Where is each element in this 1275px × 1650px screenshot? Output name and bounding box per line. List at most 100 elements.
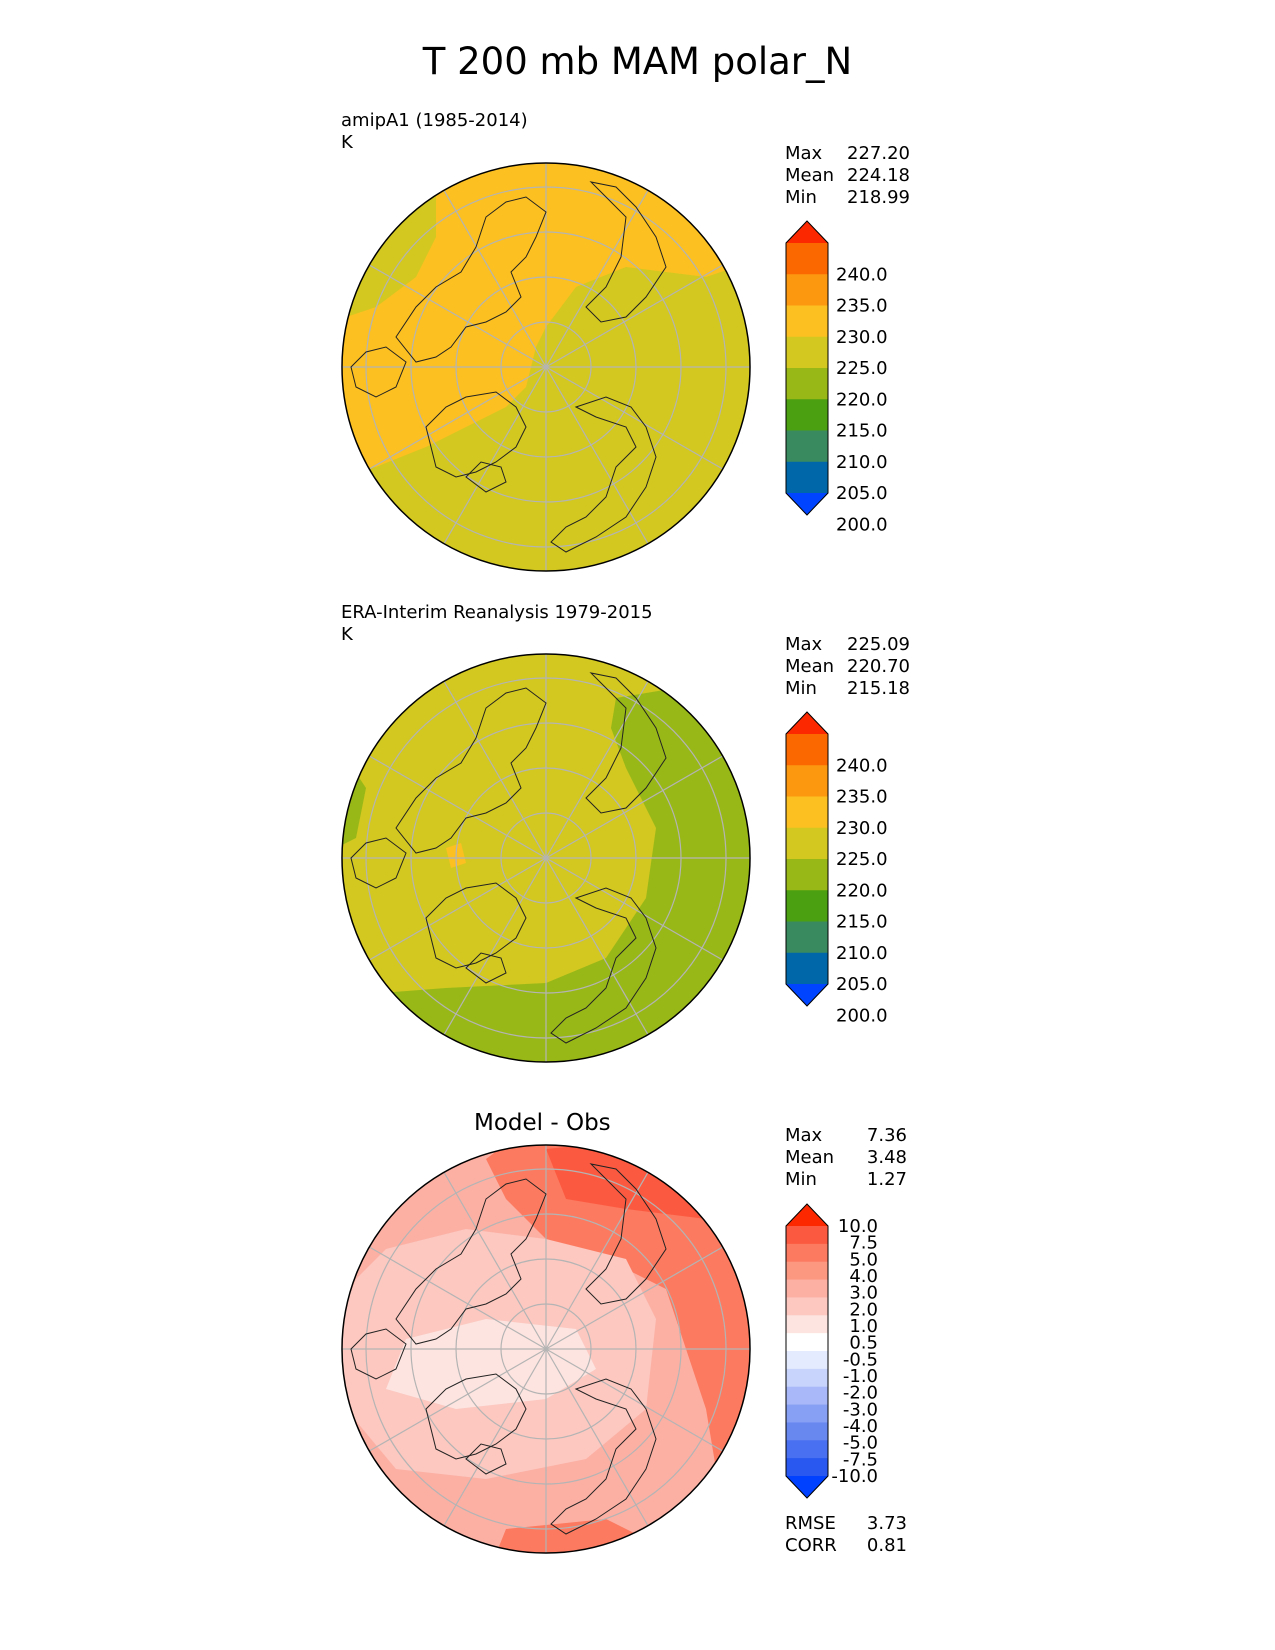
coastline bbox=[465, 461, 507, 493]
colorbar-tick-label: 225.0 bbox=[836, 849, 888, 870]
colorbar-tick-label: 215.0 bbox=[836, 912, 888, 933]
colorbar-bin bbox=[786, 921, 828, 954]
coastline bbox=[395, 1178, 547, 1345]
longitude-line bbox=[545, 366, 723, 470]
colorbar-bin bbox=[786, 243, 828, 275]
colorbar-bin bbox=[786, 1422, 828, 1441]
colorbar-tick-label: 240.0 bbox=[836, 755, 888, 776]
coastline bbox=[350, 837, 407, 889]
stat-label: Min bbox=[785, 1169, 817, 1190]
longitude-line bbox=[443, 681, 547, 859]
colorbar-bin bbox=[786, 1386, 828, 1406]
stat-value: 7.36 bbox=[866, 1125, 907, 1146]
colorbar-tick-label: 220.0 bbox=[836, 389, 888, 410]
longitude-line bbox=[443, 366, 547, 544]
coastline bbox=[465, 1443, 507, 1475]
longitude-line bbox=[545, 1348, 649, 1526]
panel-obs-stats: Max 225.09 Mean 220.70 Min 215.18 bbox=[785, 634, 910, 700]
colorbar-bin bbox=[786, 461, 828, 494]
colorbar-bin bbox=[786, 765, 828, 797]
coastline bbox=[465, 952, 507, 984]
coastline bbox=[425, 1373, 527, 1460]
colorbar-tick-label: -4.0 bbox=[843, 1416, 878, 1437]
stat-value: 215.18 bbox=[847, 678, 910, 699]
colorbar-bin bbox=[786, 368, 828, 400]
colorbar-bin bbox=[786, 1368, 828, 1388]
colorbar-tick-label: 205.0 bbox=[836, 483, 888, 504]
map-diff-border bbox=[341, 1144, 751, 1554]
longitude-line bbox=[369, 857, 547, 961]
colorbar-tick-label: 200.0 bbox=[836, 514, 888, 535]
stat-value: 224.18 bbox=[847, 165, 910, 186]
stat-value: 3.48 bbox=[866, 1147, 907, 1168]
colorbar-tick-label: -5.0 bbox=[843, 1433, 878, 1454]
stat-label: Min bbox=[785, 678, 817, 699]
colorbar-tick-label: 5.0 bbox=[849, 1249, 878, 1270]
colorbar-tick-label: 210.0 bbox=[836, 452, 888, 473]
panel-obs-units: K bbox=[341, 624, 353, 645]
field-peak-band bbox=[546, 1145, 726, 1219]
colorbar-tick-label: 230.0 bbox=[836, 327, 888, 348]
colorbar-bin bbox=[786, 1458, 828, 1477]
longitude-line bbox=[443, 1348, 547, 1526]
longitude-line bbox=[545, 1348, 723, 1452]
colorbar-bin bbox=[786, 1243, 828, 1263]
coastline bbox=[585, 181, 667, 323]
coastline bbox=[585, 672, 667, 814]
colorbar-bin bbox=[786, 890, 828, 922]
colorbar-bin bbox=[786, 274, 828, 306]
stat-label: RMSE bbox=[785, 1513, 836, 1534]
panel-obs-title-line1: ERA-Interim Reanalysis 1979-2015 bbox=[341, 602, 653, 623]
stat-value: 220.70 bbox=[847, 656, 910, 677]
panel-diff-title: Model - Obs bbox=[474, 1110, 611, 1136]
colorbar-tick-label: 1.0 bbox=[849, 1316, 878, 1337]
colorbar-outline bbox=[785, 220, 829, 516]
longitude-line bbox=[369, 755, 547, 859]
coastline bbox=[350, 1328, 407, 1380]
colorbar-outline bbox=[785, 711, 829, 1007]
colorbar-bin bbox=[786, 305, 828, 338]
longitude-line bbox=[545, 1246, 723, 1350]
longitude-line bbox=[545, 857, 649, 1035]
panel-model-units: K bbox=[341, 132, 353, 153]
colorbar-bin bbox=[786, 1333, 828, 1352]
colorbar-obs: 240.0 235.0 230.0 225.0 220.0 215.0 210.0 205.0… bbox=[785, 711, 888, 1026]
colorbar-tick-label: 2.0 bbox=[849, 1299, 878, 1320]
longitude-line bbox=[545, 681, 649, 859]
stat-value: 0.81 bbox=[866, 1535, 907, 1556]
colorbar-extend-top bbox=[786, 1204, 828, 1226]
colorbar-bin bbox=[786, 336, 828, 369]
longitude-line bbox=[369, 366, 547, 470]
stat-label: Mean bbox=[785, 1147, 835, 1168]
stat-value: 225.09 bbox=[847, 634, 910, 655]
colorbar-bin bbox=[786, 796, 828, 829]
colorbar-tick-label: 225.0 bbox=[836, 358, 888, 379]
stat-value: 218.99 bbox=[847, 187, 910, 208]
coastline bbox=[395, 196, 547, 363]
longitude-line bbox=[369, 1348, 547, 1452]
stat-label: Max bbox=[785, 143, 823, 164]
colorbar-bin bbox=[786, 1261, 828, 1281]
longitude-line bbox=[545, 1172, 649, 1350]
stat-value: 227.20 bbox=[847, 143, 910, 164]
panel-diff-stats: Max 7.36 Mean 3.48 Min 1.27 bbox=[785, 1125, 907, 1191]
panel-model-title: amipA1 (1985-2014) K bbox=[341, 110, 528, 154]
colorbar-extend-bottom bbox=[786, 1476, 828, 1498]
stat-value: 3.73 bbox=[866, 1513, 907, 1534]
colorbar-extend-top bbox=[786, 712, 828, 734]
longitude-line bbox=[443, 857, 547, 1035]
colorbar-diff: 10.07.55.04.03.02.01.00.5-0.5-1.0-2.0-3.… bbox=[785, 1203, 878, 1499]
panel-model-stats: Max 227.20 Mean 224.18 Min 218.99 bbox=[785, 143, 910, 209]
longitude-line bbox=[545, 190, 649, 368]
colorbar-tick-label: 3.0 bbox=[849, 1283, 878, 1304]
colorbar-extend-bottom bbox=[786, 984, 828, 1006]
colorbar-outline bbox=[785, 1203, 829, 1499]
coastline bbox=[550, 1378, 657, 1535]
colorbar-tick-label: 200.0 bbox=[836, 1005, 888, 1026]
longitude-line bbox=[545, 366, 649, 544]
longitude-line bbox=[545, 755, 723, 859]
colorbar-bin bbox=[786, 859, 828, 891]
colorbar-bin bbox=[786, 734, 828, 766]
stat-label: CORR bbox=[785, 1535, 837, 1556]
